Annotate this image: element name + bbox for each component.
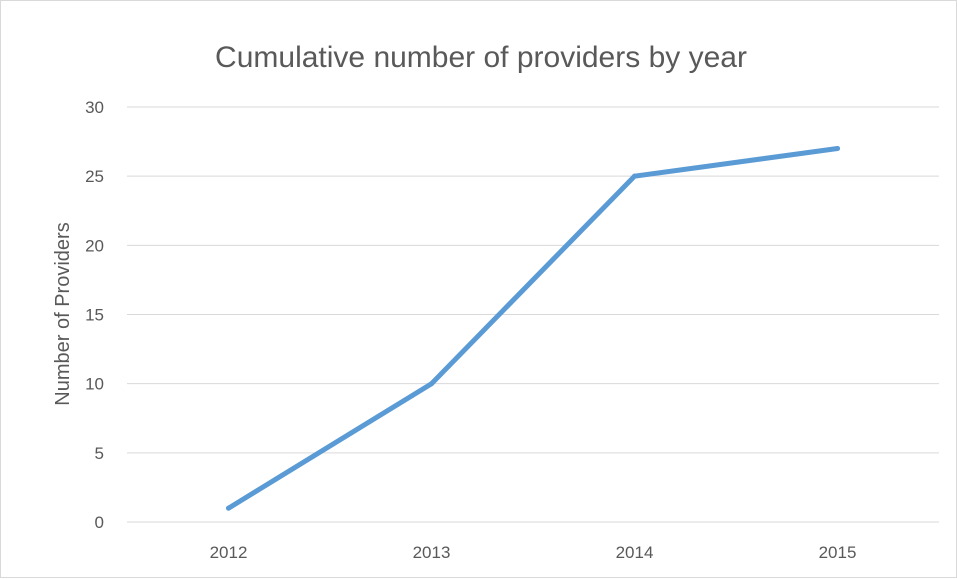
- y-tick-label: 20: [85, 236, 104, 255]
- data-point: [632, 173, 637, 179]
- series-line: [226, 146, 840, 511]
- x-tick-label: 2015: [819, 543, 857, 562]
- data-point: [429, 381, 434, 387]
- data-point: [835, 146, 840, 151]
- y-tick-label: 0: [95, 513, 104, 532]
- x-axis-ticks: 2012 2013 2014 2015: [210, 543, 857, 562]
- y-axis-ticks: 0 5 10 15 20 25 30: [85, 98, 104, 532]
- gridlines: [127, 106, 939, 523]
- chart-title: Cumulative number of providers by year: [215, 41, 747, 74]
- y-tick-label: 30: [85, 98, 104, 117]
- data-point: [226, 505, 231, 511]
- y-tick-label: 15: [85, 306, 104, 325]
- y-tick-label: 5: [95, 444, 104, 463]
- y-tick-label: 25: [85, 167, 104, 186]
- series-layer: [226, 146, 840, 511]
- y-tick-label: 10: [85, 375, 104, 394]
- y-axis-title: Number of Providers: [52, 222, 74, 405]
- x-tick-label: 2014: [616, 543, 654, 562]
- x-tick-label: 2012: [210, 543, 248, 562]
- x-tick-label: 2013: [413, 543, 451, 562]
